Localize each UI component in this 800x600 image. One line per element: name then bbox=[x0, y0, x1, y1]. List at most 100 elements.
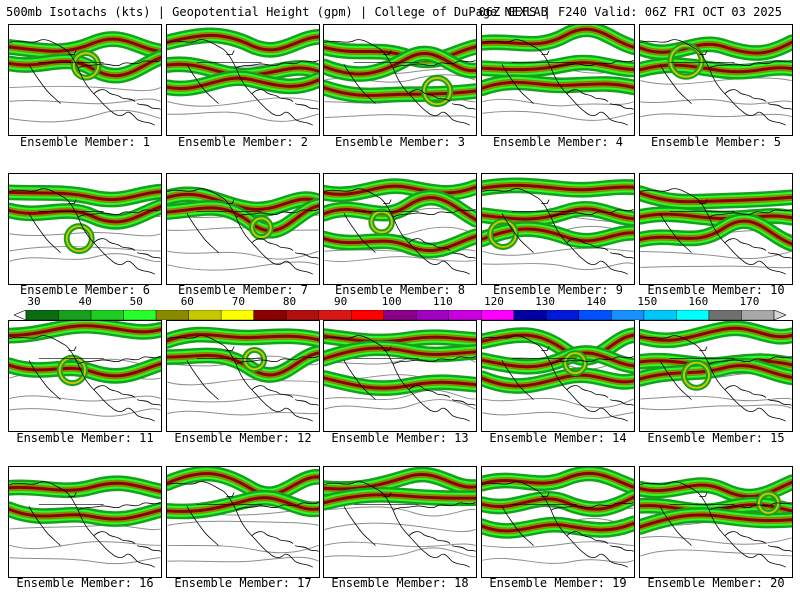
coastline bbox=[9, 481, 112, 554]
coastline bbox=[111, 407, 155, 422]
ensemble-member-label: Ensemble Member: 15 bbox=[647, 431, 785, 445]
coastline bbox=[501, 64, 534, 104]
colorbar-tick-label: 130 bbox=[535, 295, 555, 308]
coastline bbox=[566, 238, 595, 247]
coastline bbox=[77, 209, 161, 218]
ensemble-member-map bbox=[481, 24, 635, 136]
jet-isotach-band bbox=[9, 362, 161, 378]
jet-isotach-band bbox=[640, 63, 792, 74]
jet-isotach-band bbox=[324, 86, 476, 97]
ensemble-member-map bbox=[8, 466, 162, 578]
jet-isotach-band bbox=[167, 33, 319, 52]
jet-isotach-band bbox=[167, 76, 319, 90]
coastline bbox=[68, 199, 77, 204]
ensemble-member-label: Ensemble Member: 17 bbox=[174, 576, 312, 590]
closed-low-core bbox=[370, 210, 393, 234]
jet-isotach-band bbox=[640, 364, 792, 381]
height-contour bbox=[9, 85, 161, 92]
isotach-map bbox=[9, 321, 161, 422]
coastline bbox=[279, 539, 294, 544]
height-contour bbox=[482, 541, 634, 549]
coastline bbox=[28, 64, 61, 104]
coastline bbox=[640, 39, 743, 112]
colorbar-swatch bbox=[220, 310, 254, 320]
coastline bbox=[752, 97, 767, 102]
ensemble-member-label: Ensemble Member: 6 bbox=[19, 283, 151, 297]
jet-isotach-band bbox=[482, 183, 634, 192]
height-contour bbox=[482, 557, 634, 564]
jet-isotach-band bbox=[324, 346, 476, 361]
height-contour bbox=[167, 520, 319, 526]
coastline bbox=[28, 506, 61, 546]
isotach-map bbox=[324, 328, 476, 422]
coastline bbox=[136, 103, 161, 110]
coastline bbox=[226, 346, 235, 351]
coastline bbox=[235, 209, 319, 218]
height-contour bbox=[324, 541, 476, 548]
height-contour bbox=[167, 97, 319, 107]
coastline bbox=[28, 213, 61, 253]
colorbar-swatch bbox=[188, 310, 222, 320]
coastline bbox=[436, 393, 451, 398]
coastline bbox=[752, 393, 767, 398]
coastline bbox=[640, 188, 743, 261]
colorbar-tick-label: 120 bbox=[484, 295, 504, 308]
coastline bbox=[724, 531, 753, 540]
jet-isotach-band bbox=[482, 80, 634, 90]
height-contour bbox=[640, 549, 792, 557]
coastline bbox=[324, 481, 427, 554]
height-contour bbox=[9, 232, 161, 237]
coastline bbox=[324, 39, 427, 112]
jet-isotach-band bbox=[482, 521, 634, 533]
ensemble-member-label: Ensemble Member: 5 bbox=[650, 135, 782, 149]
ensemble-member-map bbox=[8, 320, 162, 432]
coastline bbox=[251, 385, 280, 394]
coastline bbox=[550, 502, 634, 511]
colorbar-tick-label: 100 bbox=[381, 295, 402, 308]
height-contour bbox=[167, 393, 319, 403]
coastline bbox=[659, 213, 692, 253]
jet-isotach-band bbox=[9, 190, 161, 202]
isotach-map bbox=[9, 475, 161, 568]
ensemble-member-map bbox=[166, 466, 320, 578]
coastline bbox=[121, 393, 136, 398]
ensemble-member-label: Ensemble Member: 7 bbox=[177, 283, 309, 297]
coastline bbox=[251, 89, 280, 98]
height-contour bbox=[324, 506, 476, 517]
colorbar-tick-label: 40 bbox=[78, 295, 92, 308]
jet-isotach-band bbox=[324, 51, 476, 76]
coastline bbox=[594, 539, 609, 544]
coastline bbox=[767, 103, 792, 110]
height-contour bbox=[9, 524, 161, 531]
coastline bbox=[436, 539, 451, 544]
coastline bbox=[186, 360, 219, 400]
coastline bbox=[343, 506, 376, 546]
coastline bbox=[482, 481, 585, 554]
ensemble-member-map bbox=[481, 173, 635, 285]
height-contour bbox=[9, 408, 161, 417]
ensemble-member-map bbox=[481, 320, 635, 432]
jet-isotach-band bbox=[482, 207, 634, 221]
coastline bbox=[186, 506, 219, 546]
coastline bbox=[451, 399, 476, 406]
height-contour bbox=[482, 262, 634, 271]
jet-isotach-band bbox=[640, 40, 792, 55]
coastline bbox=[742, 111, 786, 126]
jet-isotach-band bbox=[9, 507, 161, 521]
coastline bbox=[343, 64, 376, 104]
jet-isotach-band bbox=[324, 196, 476, 222]
height-contour bbox=[9, 109, 161, 123]
jet-isotach-band bbox=[640, 513, 792, 529]
coastline bbox=[121, 539, 136, 544]
coastline bbox=[541, 346, 550, 351]
coastline bbox=[742, 260, 786, 275]
closed-low-core bbox=[251, 217, 272, 239]
coastline bbox=[68, 492, 77, 497]
coastline bbox=[451, 545, 476, 552]
colorbar-swatch bbox=[25, 310, 59, 320]
colorbar-tick-label: 90 bbox=[334, 295, 348, 308]
coastline bbox=[501, 360, 534, 400]
coastline bbox=[584, 260, 628, 275]
coastline bbox=[9, 39, 112, 112]
coastline bbox=[93, 238, 122, 247]
